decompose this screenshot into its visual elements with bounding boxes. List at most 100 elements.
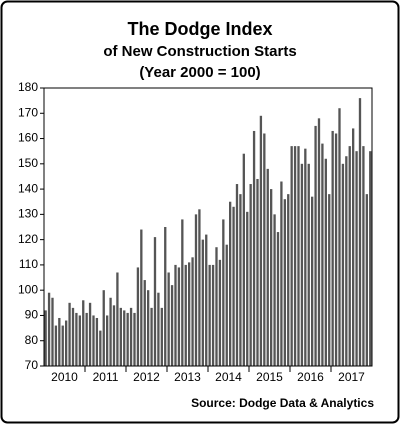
bar [157,292,160,366]
bar [191,257,194,366]
bar [143,280,146,366]
x-tick-label: 2012 [133,370,160,384]
bar [88,302,92,366]
bar [47,292,51,366]
bar [164,227,167,366]
bar [181,219,184,366]
bar [252,130,256,366]
bar [116,272,119,366]
bar [222,219,225,366]
bar [249,184,252,366]
bar [365,194,368,366]
bar [362,146,365,366]
y-tick-label: 180 [18,80,38,94]
x-tick-label: 2016 [297,370,324,384]
bar [61,325,64,366]
bar [290,146,293,366]
bar [256,178,259,366]
bar [51,297,54,366]
bar [123,310,126,366]
bar [160,307,163,366]
bar [358,98,362,366]
bar [259,115,263,366]
bar [75,312,78,366]
bar [65,320,68,366]
bar [369,151,372,366]
x-tick-label: 2015 [256,370,283,384]
bar [304,148,307,366]
bar [184,264,187,366]
bar [239,194,242,366]
bar [153,237,157,366]
bar [85,312,88,366]
bar [68,302,71,366]
bar [150,307,153,366]
bar [112,305,116,366]
bar [280,181,283,366]
bar [270,189,273,366]
y-tick-label: 110 [19,257,38,271]
bar [242,153,245,366]
bar [334,133,338,366]
bar [355,151,358,366]
plot-frame [43,87,373,367]
x-tick-label: 2013 [174,370,201,384]
bar [331,130,334,366]
bar [92,315,95,366]
bar [273,214,276,366]
bar [174,264,177,366]
x-tick-label: 2010 [51,370,78,384]
bar [352,128,355,366]
bar [198,209,201,366]
bar [194,214,198,366]
bar [167,272,170,366]
bar [328,194,331,366]
bar [307,163,310,366]
bar [218,259,222,366]
bar [140,229,143,366]
y-tick-label: 170 [18,105,38,119]
x-tick-label: 2017 [338,370,365,384]
bar [133,312,136,366]
bar [314,125,317,366]
bar [317,118,321,366]
bar [58,317,61,366]
y-tick-label: 90 [25,308,39,322]
y-tick-label: 150 [18,156,38,170]
bar [348,146,351,366]
bar [44,310,47,366]
bar [205,234,208,366]
bar [129,307,133,366]
bar [102,290,105,366]
chart-subtitle: of New Construction Starts [103,43,296,60]
bar [345,156,348,366]
bar [147,290,150,366]
bar [201,239,204,366]
bar [297,146,300,366]
bar [188,262,191,366]
y-tick-label: 130 [18,207,38,221]
bar [215,247,218,366]
x-tick-label: 2014 [215,370,242,384]
bar [287,194,290,366]
y-tick-label: 160 [18,131,38,145]
bar [293,146,297,366]
y-tick-label: 70 [25,358,39,372]
bar [235,184,239,366]
bar [211,264,215,366]
bar [119,307,122,366]
bar [126,312,129,366]
bar [300,163,304,366]
bar [321,143,324,366]
bar [177,267,181,366]
bar [82,300,85,366]
bar [54,325,58,366]
bar [208,264,211,366]
x-tick-label: 2011 [93,370,119,384]
bar [95,317,99,366]
bar [136,267,140,366]
y-tick-label: 100 [18,282,38,296]
bar [341,163,345,366]
bar [311,196,314,366]
